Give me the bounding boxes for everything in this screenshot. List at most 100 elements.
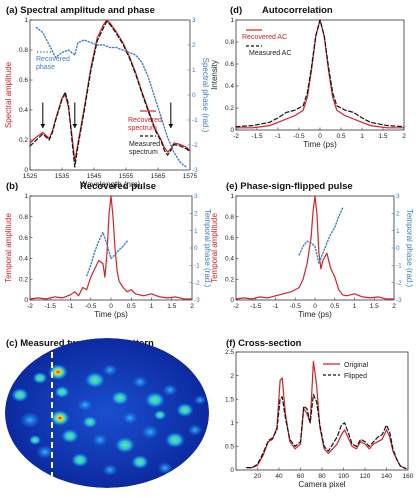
x-axis-label: Time (ps) <box>94 310 128 319</box>
series-measured-spectrum <box>29 20 191 168</box>
x-tick-label: 40 <box>275 473 283 480</box>
y-right-tick-label: 3 <box>192 17 196 24</box>
legend-label-recovered-spectrum-2: spectrum <box>128 125 157 132</box>
x-tick-label: -2 <box>27 303 33 310</box>
y-right-tick-label: -2 <box>194 280 200 287</box>
panel-a-frame <box>29 19 191 171</box>
series-flipped <box>246 393 407 470</box>
y-tick-label: 2 <box>230 373 234 380</box>
y-right-tick-label: 2 <box>396 211 400 218</box>
x-tick-label: 1 <box>360 133 364 140</box>
x-tick-label: 120 <box>360 473 371 480</box>
y-right-tick-label: 1 <box>194 228 198 235</box>
heatmap-speckle <box>111 391 129 405</box>
x-axis-label: Time (ps) <box>298 310 332 319</box>
x-tick-label: -1 <box>68 303 74 310</box>
panel-b-title: Recovered pulse <box>80 181 156 192</box>
y-tick-label: 0 <box>230 297 234 304</box>
panel-e-title: (e) Phase-sign-flipped pulse <box>226 181 353 192</box>
series-amplitude <box>29 195 193 300</box>
y-tick-label: 0 <box>24 297 28 304</box>
legend-label-recovered-spectrum-1: Recovered <box>128 117 162 124</box>
panel-a-title: (a) Spectral amplitude and phase <box>6 5 155 16</box>
y-right-axis-label: Temporal phase (rad.) <box>203 209 212 288</box>
heatmap-speckle <box>50 410 70 426</box>
series-recovered-spectrum <box>29 19 191 162</box>
heatmap-speckle <box>102 364 118 376</box>
heatmap-speckle <box>141 425 159 439</box>
y-tick-label: 0.4 <box>225 256 234 263</box>
y-tick-label: 1 <box>230 17 234 24</box>
y-tick-label: 0.2 <box>225 276 234 283</box>
heatmap-speckle <box>165 432 185 448</box>
panel-b-plot: -2 -1.5 -1 -0.5 0 0.5 1 1.5 2 0 0.2 0.4 0.6 0.8 1 -3 -2 -… <box>4 193 212 319</box>
x-tick-label: -0.5 <box>290 303 302 310</box>
x-tick-label: 0 <box>318 133 322 140</box>
x-tick-label: -0.5 <box>293 133 305 140</box>
x-tick-label: 1535 <box>55 173 70 180</box>
y-right-tick-label: -3 <box>396 297 402 304</box>
x-tick-label: 160 <box>403 473 414 480</box>
y-tick-label: 0.8 <box>225 39 234 46</box>
x-tick-label: 20 <box>254 473 262 480</box>
y-tick-label: 0.6 <box>225 235 234 242</box>
y-tick-label: 0.2 <box>19 276 28 283</box>
heatmap-speckle <box>20 412 40 428</box>
y-right-tick-label: 0 <box>396 245 400 252</box>
y-tick-label: 0.2 <box>19 137 28 144</box>
heatmap-speckle <box>157 462 173 474</box>
y-right-tick-label: -2 <box>192 142 198 149</box>
series-phase <box>86 231 128 277</box>
x-tick-label: -0.5 <box>85 303 97 310</box>
series-phase <box>298 207 344 265</box>
annotation-arrow-head <box>72 124 78 128</box>
heatmap-speckle <box>36 445 54 459</box>
y-tick-label: 0.6 <box>19 77 28 84</box>
y-tick-label: 0.4 <box>19 107 28 114</box>
y-right-tick-label: 0 <box>192 92 196 99</box>
x-tick-label: 1 <box>150 303 154 310</box>
heatmap-speckle <box>176 403 194 417</box>
y-right-tick-label: 3 <box>194 193 198 200</box>
x-tick-label: 80 <box>318 473 326 480</box>
heatmap-speckle <box>61 429 79 443</box>
x-tick-label: 1575 <box>183 173 198 180</box>
heatmap-speckle <box>145 392 165 408</box>
y-tick-label: 0.4 <box>225 83 234 90</box>
legend-label-recovered-ac: Recovered AC <box>242 34 287 41</box>
x-tick-label: 0 <box>313 303 317 310</box>
x-tick-label: 140 <box>381 473 392 480</box>
x-tick-label: 0 <box>109 303 113 310</box>
series-amplitude <box>235 195 395 300</box>
x-tick-label: 1545 <box>87 173 102 180</box>
y-right-tick-label: 2 <box>194 211 198 218</box>
x-tick-label: 1.5 <box>370 303 379 310</box>
y-axis-label: Spectral amplitude <box>4 61 13 128</box>
y-tick-label: 1 <box>230 193 234 200</box>
heatmap-speckle <box>85 372 105 388</box>
heatmap-speckle <box>71 453 89 467</box>
panel-c-heatmap <box>0 338 214 498</box>
x-axis-label: Time (ps) <box>303 140 337 149</box>
y-right-tick-label: -3 <box>192 167 198 174</box>
heatmap-speckle <box>122 412 138 424</box>
x-tick-label: -2 <box>233 133 239 140</box>
x-axis-label: Camera pixel <box>298 480 345 489</box>
y-right-tick-label: 2 <box>192 42 196 49</box>
panel-b-frame <box>29 195 193 301</box>
heatmap-speckle <box>32 372 48 384</box>
y-right-axis-label: Temporal phase (rad.) <box>405 209 414 288</box>
y-tick-label: 0 <box>230 467 234 474</box>
y-tick-label: 1 <box>24 17 28 24</box>
panel-a-legend: RecoveredphaseRecoveredspectrumMeasureds… <box>36 51 162 156</box>
y-tick-label: 1 <box>24 193 28 200</box>
panel-d-title: Autocorrelation <box>262 5 333 16</box>
y-tick-label: 0.2 <box>225 105 234 112</box>
heatmap-speckle <box>187 424 203 436</box>
heatmap-speckle <box>102 464 118 476</box>
x-tick-label: 0.5 <box>336 133 345 140</box>
panel-d-plot: -2 -1.5 -1 -0.5 0 0.5 1 1.5 2 0 0.2 0.4 0.6 0.8 1 Time … <box>210 17 406 149</box>
y-tick-label: 0.6 <box>19 235 28 242</box>
legend-label-flipped: Flipped <box>344 373 367 380</box>
y-axis-label: Temporal amplitude <box>210 213 219 283</box>
